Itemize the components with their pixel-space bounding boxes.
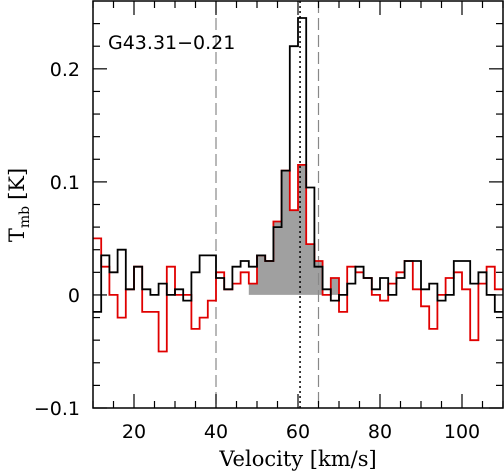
spectrum-line-red [93, 164, 503, 353]
x-tick-label: 20 [122, 421, 146, 443]
x-tick-label: 80 [368, 421, 392, 443]
y-tick-label: −0.1 [34, 398, 80, 420]
spectrum-line-black [93, 17, 503, 313]
y-axis-title: Tmb [K] [5, 168, 33, 242]
x-axis-title: Velocity [km/s] [218, 447, 376, 471]
y-axis-unit: [K] [5, 168, 29, 200]
y-tick-label: 0.1 [50, 172, 80, 194]
x-tick-label: 100 [444, 421, 480, 443]
x-tick-label: 60 [286, 421, 310, 443]
chart-title: G43.31−0.21 [108, 32, 235, 54]
y-axis-subscript: mb [17, 206, 33, 228]
y-axis-symbol: T [5, 228, 29, 242]
y-tick-label: 0.2 [50, 59, 80, 81]
x-tick-label: 40 [204, 421, 228, 443]
y-tick-label: 0 [68, 285, 80, 307]
